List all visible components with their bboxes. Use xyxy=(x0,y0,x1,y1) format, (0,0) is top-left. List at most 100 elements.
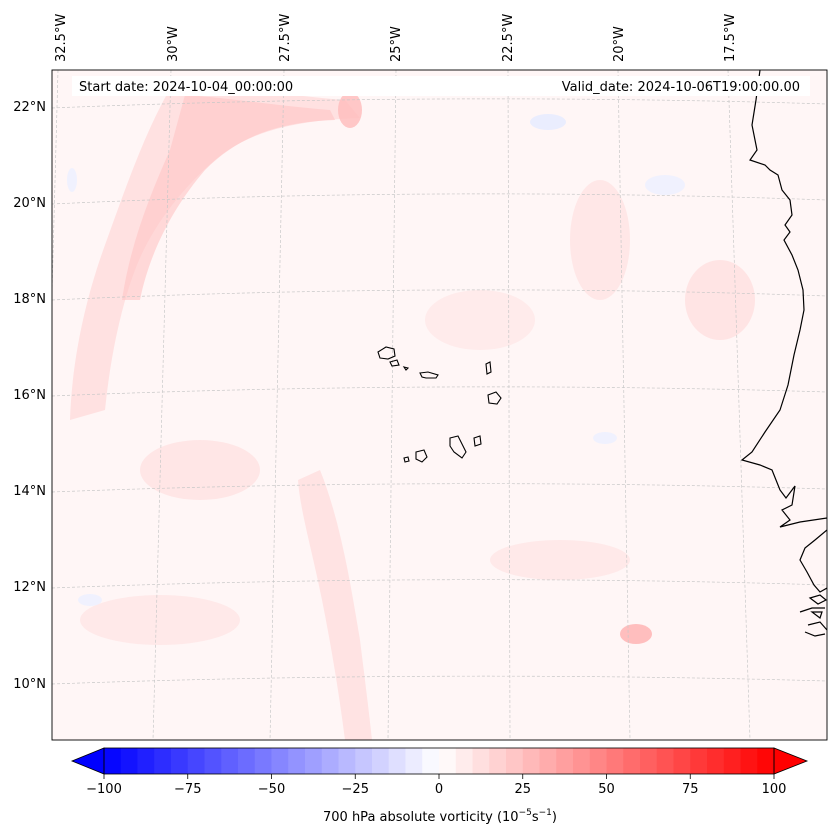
colorbar-segment xyxy=(506,748,524,774)
colorbar-segment xyxy=(355,748,373,774)
colorbar-segment xyxy=(422,748,440,774)
vorticity-spot-a xyxy=(338,92,362,128)
vorticity-spot-d xyxy=(685,260,755,340)
vorticity-spot-b xyxy=(620,624,652,644)
vorticity-negative-e xyxy=(67,168,77,192)
lon-label-32-5w: 32.5°W xyxy=(54,14,69,62)
africa-coast-guinea xyxy=(799,529,827,637)
colorbar-segment xyxy=(472,748,490,774)
vorticity-band-inner xyxy=(122,95,335,300)
colorbar-segment xyxy=(171,748,189,774)
island-sal xyxy=(485,361,492,375)
gridline-lat-12 xyxy=(52,579,827,589)
date-annotation-box xyxy=(72,76,810,96)
colorbar-segment xyxy=(321,748,339,774)
vorticity-spot-c xyxy=(570,180,630,300)
colorbar-segment xyxy=(489,748,507,774)
colorbar-tick-label: −75 xyxy=(174,782,201,797)
vorticity-spot-f xyxy=(80,595,240,645)
colorbar-segment xyxy=(455,748,473,774)
map-border xyxy=(51,69,828,741)
colorbar-tick-label: −50 xyxy=(258,782,285,797)
cape-verde-islands xyxy=(377,346,502,463)
map-panel: Start date: 2024-10-04_00:00:00 Valid_da… xyxy=(51,69,828,741)
colorbar-segment xyxy=(238,748,256,774)
colorbar-segment xyxy=(154,748,172,774)
vorticity-patch-central xyxy=(298,470,372,740)
lon-label-22-5w: 22.5°W xyxy=(501,14,516,62)
colorbar-extend-min xyxy=(70,747,105,775)
colorbar-segment xyxy=(288,748,306,774)
colorbar-segment xyxy=(305,748,323,774)
gridline-lon-30 xyxy=(152,70,172,740)
africa-coastline xyxy=(740,70,827,528)
colorbar-tick-label: 25 xyxy=(514,782,531,797)
gridline-lat-22 xyxy=(52,98,827,109)
longitude-labels: 32.5°W 30°W 27.5°W 25°W 22.5°W 20°W 17.5… xyxy=(54,14,738,62)
lat-label-20n: 20°N xyxy=(13,196,46,211)
colorbar-segment xyxy=(640,748,658,774)
gridline-lat-18 xyxy=(52,289,827,301)
gridline-lon-27-5 xyxy=(269,70,285,740)
colorbar-segment xyxy=(757,748,775,774)
colorbar-extend-max xyxy=(773,747,809,775)
island-santa-luzia xyxy=(402,366,410,371)
lon-label-17-5w: 17.5°W xyxy=(723,14,738,62)
colorbar-segment xyxy=(589,748,607,774)
valid-date-label: Valid_date: 2024-10-06T19:00:00.00 xyxy=(562,80,800,95)
vorticity-band-northwest xyxy=(70,80,360,420)
colorbar-tick-label: 50 xyxy=(598,782,615,797)
vorticity-spot-g xyxy=(490,540,630,580)
colorbar-ticks: −100 −75 −50 −25 0 25 50 75 100 xyxy=(86,774,786,797)
lon-label-30w: 30°W xyxy=(166,26,181,62)
colorbar-segment xyxy=(673,748,691,774)
lat-label-12n: 12°N xyxy=(13,580,46,595)
vorticity-spot-h xyxy=(425,290,535,350)
colorbar-segment xyxy=(740,748,758,774)
graticule xyxy=(52,70,827,740)
lat-label-10n: 10°N xyxy=(13,677,46,692)
island-maio xyxy=(473,435,482,447)
colorbar-segment xyxy=(137,748,155,774)
lon-label-27-5w: 27.5°W xyxy=(278,14,293,62)
start-date-label: Start date: 2024-10-04_00:00:00 xyxy=(79,80,293,95)
colorbar-segment xyxy=(254,748,272,774)
vorticity-negative-b xyxy=(645,175,685,195)
gridline-lat-14 xyxy=(52,483,827,493)
colorbar-segment xyxy=(539,748,557,774)
coastlines xyxy=(740,70,827,637)
colorbar-segment xyxy=(522,748,540,774)
gridline-lon-22-5 xyxy=(507,70,511,740)
colorbar-segment xyxy=(338,748,356,774)
colorbar-tick-label: 75 xyxy=(682,782,699,797)
colorbar-segment xyxy=(606,748,624,774)
lat-label-14n: 14°N xyxy=(13,484,46,499)
gridline-lat-10 xyxy=(52,675,827,685)
bijagos-islands xyxy=(808,594,827,619)
colorbar-segment xyxy=(372,748,390,774)
colorbar-tick-label: 0 xyxy=(435,782,443,797)
colorbar-segment xyxy=(388,748,406,774)
colorbar-segment xyxy=(104,748,122,774)
vorticity-negative-a xyxy=(530,114,566,130)
colorbar-segment xyxy=(690,748,708,774)
gridline-lon-25 xyxy=(387,70,397,740)
gridline-lat-20 xyxy=(52,193,827,205)
gridline-lon-17-5 xyxy=(727,70,751,740)
gridline-lon-32-5 xyxy=(52,70,59,307)
island-fogo xyxy=(415,449,428,463)
lat-label-22n: 22°N xyxy=(13,100,46,115)
colorbar-segments xyxy=(104,748,775,774)
colorbar-segment xyxy=(439,748,457,774)
colorbar: −100 −75 −50 −25 0 25 50 75 100 700 hPa absolute… xyxy=(70,747,809,825)
colorbar-segment xyxy=(187,748,205,774)
colorbar-label: 700 hPa absolute vorticity (10−5s−1) xyxy=(323,808,557,825)
island-sao-nicolau xyxy=(419,371,439,379)
colorbar-segment xyxy=(723,748,741,774)
colorbar-segment xyxy=(204,748,222,774)
colorbar-segment xyxy=(656,748,674,774)
gridline-lon-20 xyxy=(617,70,631,740)
colorbar-segment xyxy=(221,748,239,774)
lon-label-20w: 20°W xyxy=(612,26,627,62)
